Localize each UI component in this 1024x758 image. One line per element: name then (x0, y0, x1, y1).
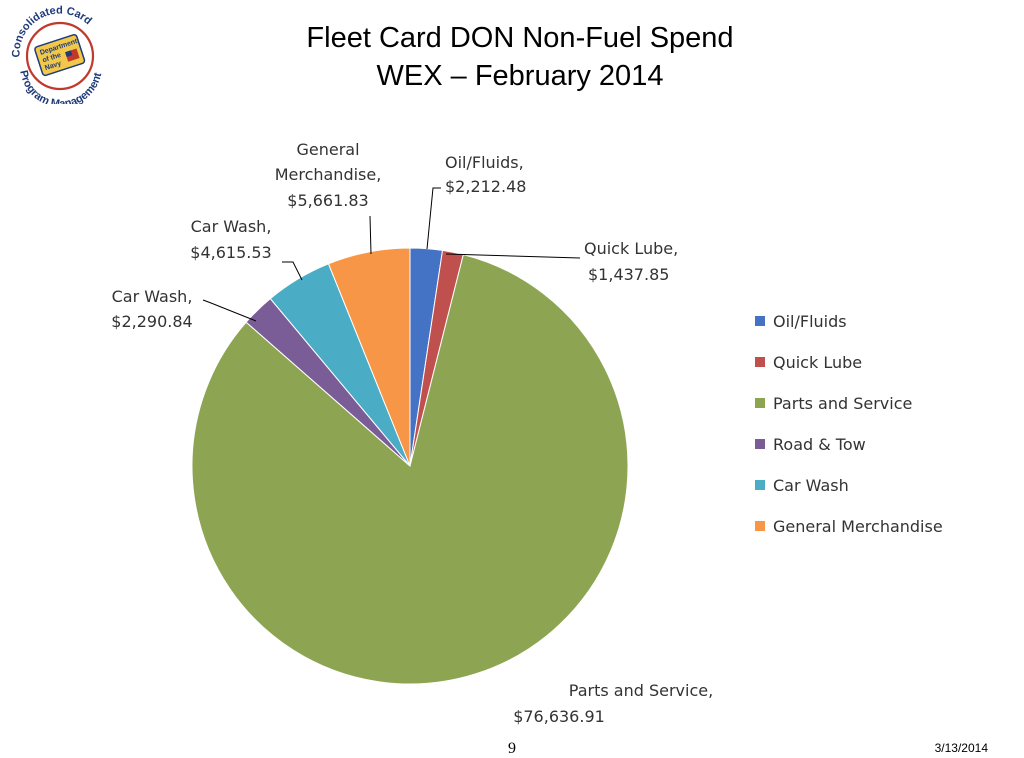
data-label-value: $4,615.53 (190, 243, 271, 262)
navy-card-badge: Department of the Navy (34, 34, 86, 77)
leader-line (426, 187, 441, 250)
leader-line (369, 215, 372, 255)
data-label-name: Merchandise, (275, 165, 382, 184)
data-label-name: Parts and Service, (569, 681, 713, 700)
pie-slice-parts-and-service (191, 254, 629, 685)
legend-label: Parts and Service (773, 394, 912, 413)
svg-text:Navy: Navy (44, 60, 62, 72)
legend-item-road-tow: Road & Tow (755, 435, 866, 454)
legend-label: Car Wash (773, 476, 849, 495)
legend-label: General Merchandise (773, 517, 943, 536)
program-logo: Consolidated Card Program Management Dep… (6, 4, 114, 111)
pie-slice-general-merchandise (327, 247, 411, 467)
legend-label: Road & Tow (773, 435, 866, 454)
data-label-car-wash: Car Wash, $4,615.53 (190, 217, 303, 281)
data-label-name: Car Wash, (191, 217, 272, 236)
legend-item-general-merchandise: General Merchandise (755, 517, 943, 536)
data-label-name: Quick Lube, (584, 239, 678, 258)
data-label-value: $1,437.85 (588, 265, 669, 284)
data-label-oil-fluids: Oil/Fluids, $2,212.48 (426, 153, 526, 250)
slide-title-line-1: Fleet Card DON Non-Fuel Spend (306, 22, 734, 54)
legend-swatch (755, 357, 765, 367)
data-label-value: $2,290.84 (111, 312, 192, 331)
legend-item-quick-lube: Quick Lube (755, 353, 862, 372)
leader-line (282, 261, 303, 281)
data-label-name: Car Wash, (112, 287, 193, 306)
data-label-general-merchandise: General Merchandise, $5,661.83 (275, 140, 382, 255)
data-label-quick-lube: Quick Lube, $1,437.85 (445, 239, 678, 284)
legend-label: Oil/Fluids (773, 312, 847, 331)
data-label-value: $2,212.48 (445, 177, 526, 196)
data-label-name: General (296, 140, 359, 159)
data-label-value: $76,636.91 (513, 707, 605, 726)
leader-line (445, 253, 581, 259)
data-label-name: Oil/Fluids, (445, 153, 524, 172)
leader-line (202, 299, 257, 322)
legend-label: Quick Lube (773, 353, 862, 372)
legend-swatch (755, 398, 765, 408)
legend-swatch (755, 480, 765, 490)
legend-swatch (755, 439, 765, 449)
slide-title-line-2: WEX – February 2014 (376, 60, 664, 92)
legend-swatch (755, 521, 765, 531)
data-label-road-tow: Car Wash, $2,290.84 (111, 287, 257, 331)
data-label-parts-and-service: Parts and Service, $76,636.91 (513, 681, 713, 726)
legend-item-oil-fluids: Oil/Fluids (755, 312, 847, 331)
chart-legend: Oil/Fluids Quick Lube Parts and Service Roa… (755, 312, 943, 536)
legend-item-car-wash: Car Wash (755, 476, 849, 495)
legend-swatch (755, 316, 765, 326)
legend-item-parts-and-service: Parts and Service (755, 394, 912, 413)
data-label-value: $5,661.83 (287, 191, 368, 210)
page-number: 9 (508, 740, 516, 757)
slide-date: 3/13/2014 (934, 741, 988, 755)
